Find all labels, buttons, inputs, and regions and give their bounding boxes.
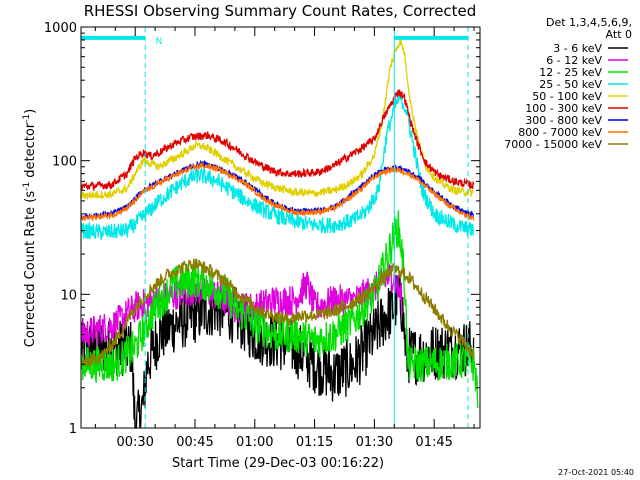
legend-label-100-300-kev: 100 - 300 keV [525, 102, 602, 115]
timestamp: 27-Oct-2021 05:40 [558, 468, 634, 477]
y-tick-label: 10 [60, 288, 77, 303]
legend-label-12-25-kev: 12 - 25 keV [539, 66, 602, 79]
series-layer [80, 39, 479, 429]
series-line-7000-15000-kev [80, 258, 475, 367]
legend-label-50-100-kev: 50 - 100 keV [532, 90, 602, 103]
y-axis-label-sup1: -1 [22, 182, 32, 191]
legend-label-3-6-kev: 3 - 6 keV [553, 42, 602, 55]
y-tick-label: 1 [69, 422, 77, 437]
legend-label-300-800-kev: 300 - 800 keV [525, 114, 602, 127]
night-label: N [156, 37, 163, 47]
series-line-50-100-kev [80, 39, 474, 201]
series-line-100-300-kev [80, 89, 475, 192]
series-line-12-25-kev [80, 210, 479, 409]
x-tick-label: 01:00 [236, 435, 273, 450]
legend-label-800-7000-kev: 800 - 7000 keV [518, 126, 602, 139]
y-axis-label-end: ) [23, 109, 38, 114]
legend-label-7000-15000-kev: 7000 - 15000 keV [504, 138, 602, 151]
x-tick-label: 00:45 [176, 435, 213, 450]
tick-layer: 00:30 00:45 01:00 01:15 01:30 01:45 1 10 100 1000 [44, 21, 480, 450]
series-line-800-7000-kev [81, 161, 475, 222]
y-axis-label-main: Corrected Count Rate (s [23, 191, 38, 348]
y-tick-label: 1000 [44, 21, 77, 36]
chart-title: RHESSI Observing Summary Count Rates, Co… [84, 2, 477, 20]
legend-label-25-50-kev: 25 - 50 keV [539, 78, 602, 91]
y-tick-label: 100 [52, 155, 77, 170]
y-axis-label-sup2: -1 [22, 114, 32, 123]
legend-header-line-2: Att 0 [606, 28, 632, 41]
legend-label-6-12-kev: 6 - 12 keV [546, 54, 602, 67]
x-tick-label: 01:30 [356, 435, 393, 450]
marker-layer [81, 27, 469, 428]
legend-header-line-1: Det 1,3,4,5,6,9, [546, 16, 632, 29]
x-tick-label: 00:30 [116, 435, 153, 450]
x-tick-label: 01:45 [415, 435, 452, 450]
x-tick-label: 01:15 [296, 435, 333, 450]
y-axis-label: Corrected Count Rate (s-1 detector-1) [22, 109, 38, 347]
y-axis-label-mid: detector [23, 122, 38, 182]
x-axis-label: Start Time (29-Dec-03 00:16:22) [172, 456, 384, 471]
plot-frame [80, 26, 481, 429]
